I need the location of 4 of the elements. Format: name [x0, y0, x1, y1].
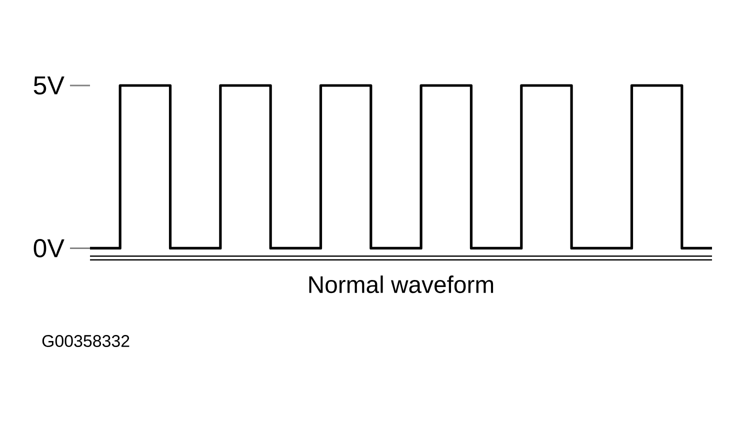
x-axis-title: Normal waveform [309, 276, 494, 294]
y-tick-label: 0V [34, 239, 64, 258]
text: G00358332 [42, 335, 130, 347]
y-tick-label: 5V [34, 76, 64, 95]
